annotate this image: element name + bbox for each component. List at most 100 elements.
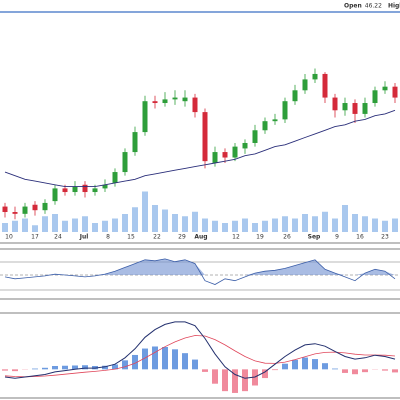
volume-bar — [332, 218, 338, 232]
x-tick-label: 26 — [283, 234, 291, 241]
volume-bar — [112, 218, 118, 232]
volume-bar — [392, 218, 398, 232]
volume-bar — [202, 218, 208, 232]
macd-histogram-bar — [82, 365, 88, 370]
macd-histogram-bar — [132, 354, 138, 370]
osc-fill — [5, 258, 395, 275]
candle-body — [372, 90, 378, 104]
candle-body — [122, 152, 128, 173]
macd-histogram-bar — [262, 369, 268, 379]
candle-body — [252, 130, 258, 143]
macd-histogram-bar — [302, 357, 308, 370]
volume-bar — [352, 214, 358, 232]
macd-histogram-bar — [2, 369, 8, 371]
volume-bar — [32, 225, 38, 232]
volume-bar — [72, 218, 78, 232]
macd-line — [4, 321, 396, 379]
candle-body — [2, 206, 8, 213]
x-tick-label: 10 — [5, 234, 13, 241]
macd-histogram-bar — [352, 369, 358, 375]
x-tick-label: Aug — [194, 234, 207, 241]
volume-bar — [2, 223, 8, 232]
macd-histogram-bar — [142, 348, 148, 370]
macd-histogram-bar — [332, 368, 338, 370]
volume-bar — [82, 216, 88, 232]
volume-bar — [242, 218, 248, 232]
info-value: 46.22 — [365, 3, 382, 10]
volume-bar — [152, 205, 158, 232]
volume-bar — [42, 216, 48, 232]
candle-body — [212, 152, 218, 163]
macd-histogram-bar — [162, 347, 168, 370]
macd-histogram-bar — [112, 364, 118, 370]
macd-histogram-bar — [122, 360, 128, 370]
macd-histogram-bar — [182, 353, 188, 370]
candle-body — [102, 184, 108, 189]
candle-body — [52, 188, 58, 202]
macd-histogram-bar — [52, 365, 58, 370]
candle-body — [82, 184, 88, 193]
x-tick-label: 22 — [153, 234, 161, 241]
volume-bar — [302, 214, 308, 232]
candle-body — [22, 206, 28, 214]
moving-average — [4, 109, 396, 188]
candle-body — [282, 101, 288, 120]
macd-histogram-bar — [192, 359, 198, 370]
oscillator-line — [4, 258, 396, 285]
candle-body — [132, 132, 138, 153]
volume-bar — [292, 218, 298, 232]
macd-histogram-bar — [42, 367, 48, 370]
volume-bar — [252, 223, 258, 232]
volume-bar — [362, 216, 368, 232]
volume-bar — [132, 207, 138, 232]
volume-bar — [312, 216, 318, 232]
volume-bar — [102, 220, 108, 232]
x-tick-label: 29 — [178, 234, 186, 241]
candle-body — [362, 103, 368, 114]
signal-line — [4, 335, 396, 378]
candle-body — [392, 86, 398, 98]
macd-histogram-bar — [32, 368, 38, 370]
volume-bar — [212, 220, 218, 232]
x-tick-label: 12 — [232, 234, 240, 241]
x-tick-label: 24 — [54, 234, 62, 241]
macd-histogram-bar — [172, 349, 178, 370]
candle-body — [62, 188, 68, 193]
x-tick-label: 23 — [381, 234, 389, 241]
candle-body — [342, 103, 348, 111]
volume-bar — [62, 220, 68, 232]
macd-histogram-bar — [292, 359, 298, 370]
candle-body — [12, 212, 18, 214]
candle-body — [202, 112, 208, 162]
volume-bar — [232, 220, 238, 232]
x-tick-label: Sep — [308, 234, 321, 241]
macd-histogram-bar — [222, 369, 228, 392]
candle-body — [262, 121, 268, 131]
macd-histogram-bar — [392, 369, 398, 373]
candle-body — [182, 97, 188, 102]
volume-bar — [372, 218, 378, 232]
x-tick-label: 15 — [127, 234, 135, 241]
volume-bar — [22, 218, 28, 232]
x-tick-label: 19 — [256, 234, 264, 241]
macd-histogram-bar — [102, 365, 108, 370]
macd-histogram-bar — [62, 365, 68, 370]
x-tick-label: Jul — [79, 234, 89, 241]
macd-histogram-bar — [282, 363, 288, 370]
candle-body — [32, 204, 38, 211]
candle-body — [72, 186, 78, 193]
macd-histogram-bar — [202, 369, 208, 372]
candle-body — [302, 79, 308, 91]
volume-bar — [172, 214, 178, 232]
x-tick-label: 16 — [356, 234, 364, 241]
volume-bar — [342, 205, 348, 232]
x-tick-label: 17 — [31, 234, 39, 241]
candle-body — [272, 119, 278, 122]
x-tick-label: 8 — [106, 234, 110, 241]
macd-histogram-bar — [72, 365, 78, 370]
candle-body — [192, 97, 198, 113]
macd-histogram-bar — [382, 369, 388, 371]
candle-body — [292, 90, 298, 102]
